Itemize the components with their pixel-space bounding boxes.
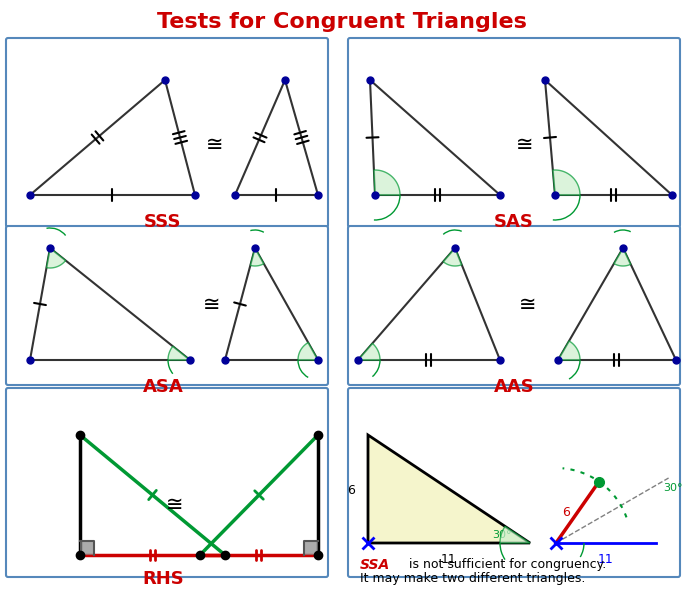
Bar <box>80 541 94 555</box>
Polygon shape <box>443 248 462 266</box>
Bar <box>304 541 318 555</box>
FancyBboxPatch shape <box>6 388 328 577</box>
Polygon shape <box>168 346 190 360</box>
Text: ≅: ≅ <box>519 295 537 315</box>
Text: It may make two different triangles.: It may make two different triangles. <box>360 572 586 585</box>
Polygon shape <box>358 343 380 360</box>
Polygon shape <box>298 343 318 360</box>
Text: Tests for Congruent Triangles: Tests for Congruent Triangles <box>157 12 527 32</box>
Text: ≅: ≅ <box>206 135 224 155</box>
Text: AAS: AAS <box>494 378 534 396</box>
Text: ≅: ≅ <box>203 295 221 315</box>
Text: RHS: RHS <box>142 570 184 588</box>
Text: 30°: 30° <box>664 483 683 493</box>
Polygon shape <box>500 527 530 543</box>
Text: SSA: SSA <box>360 558 390 572</box>
Polygon shape <box>368 435 530 543</box>
Polygon shape <box>47 248 66 268</box>
Polygon shape <box>614 248 631 266</box>
FancyBboxPatch shape <box>6 226 328 385</box>
Polygon shape <box>374 170 400 195</box>
FancyBboxPatch shape <box>6 38 328 227</box>
Text: 11: 11 <box>598 553 614 566</box>
Text: SSS: SSS <box>145 213 182 231</box>
FancyBboxPatch shape <box>348 388 680 577</box>
Text: 6: 6 <box>562 506 569 519</box>
Polygon shape <box>250 248 264 266</box>
FancyBboxPatch shape <box>348 38 680 227</box>
Text: is not sufficient for congruency.: is not sufficient for congruency. <box>405 558 606 571</box>
FancyBboxPatch shape <box>348 226 680 385</box>
Text: ≅: ≅ <box>166 495 184 515</box>
Text: ASA: ASA <box>142 378 184 396</box>
Text: 6: 6 <box>347 483 355 496</box>
Text: ≅: ≅ <box>516 135 534 155</box>
Polygon shape <box>553 170 580 195</box>
Polygon shape <box>558 341 580 360</box>
Text: 11: 11 <box>441 553 457 566</box>
Text: 30°: 30° <box>492 530 512 540</box>
Text: SAS: SAS <box>494 213 534 231</box>
